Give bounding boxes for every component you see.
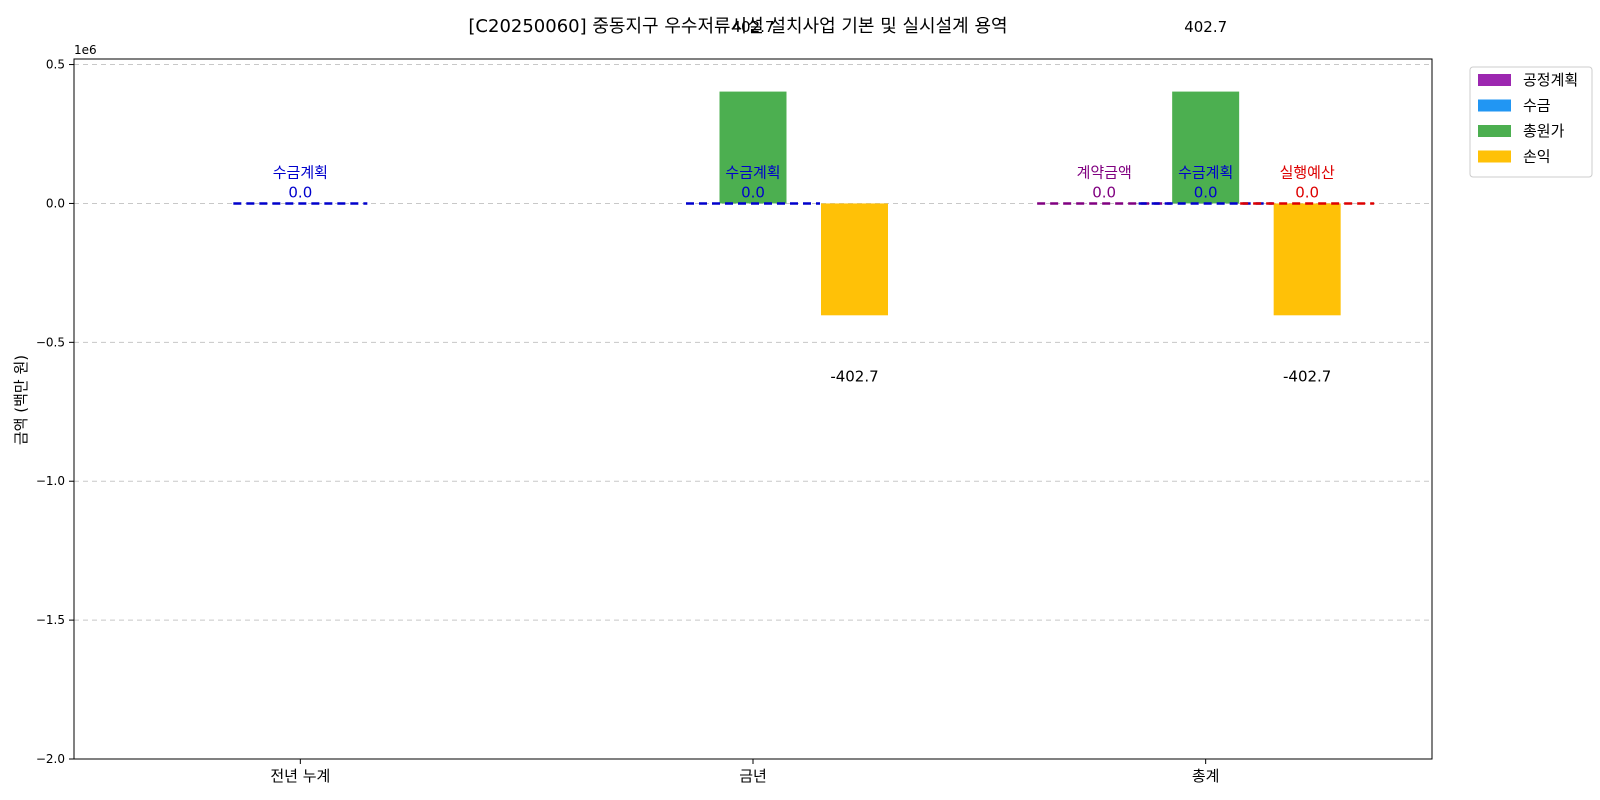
bar (1172, 91, 1240, 204)
plot-frame (73, 58, 1433, 760)
reference-line-value: 0.0 (741, 183, 765, 201)
reference-line-name: 실행예산 (1280, 163, 1335, 181)
x-tick-label: 전년 누계 (270, 767, 330, 785)
bar-value-label: -402.7 (830, 367, 878, 385)
legend-label: 손익 (1523, 148, 1551, 166)
label-layer: 402.7 -402.7 402.7 -402.7 수금계획 0.0 수금계획 0.0 계약금액… (273, 18, 1335, 385)
bar-layer (719, 91, 1341, 316)
legend-frame (1469, 66, 1593, 178)
y-tick-label: 0.0 (46, 196, 65, 210)
y-axis-label: 금액 (백만 원) (12, 355, 30, 445)
y-tick-label: −1.5 (36, 613, 65, 627)
legend-label: 공정계획 (1523, 71, 1578, 89)
chart-title: [C20250060] 중동지구 우수저류시설 설치사업 기본 및 실시설계 용… (468, 16, 1007, 37)
bar (719, 91, 787, 204)
reference-line-value: 0.0 (1295, 183, 1319, 201)
bar (821, 203, 888, 316)
bar (1273, 203, 1341, 316)
reference-line-value: 0.0 (288, 183, 312, 201)
bar-value-label: 402.7 (1184, 18, 1227, 36)
bar-value-label: -402.7 (1283, 367, 1331, 385)
reference-line-name: 수금계획 (1178, 163, 1233, 181)
y-tick-label: −1.0 (36, 474, 65, 488)
reference-line-value: 0.0 (1194, 183, 1218, 201)
y-tick-label: −0.5 (36, 335, 65, 349)
y-tick-label: 0.5 (46, 58, 65, 72)
x-tick-label: 총계 (1192, 767, 1220, 785)
legend-swatch (1478, 99, 1511, 112)
legend-label: 수금 (1523, 97, 1551, 115)
legend-swatch (1478, 150, 1511, 163)
bar-value-label: 402.7 (732, 18, 775, 36)
legend-swatch (1478, 125, 1511, 137)
y-tick-label: −2.0 (36, 752, 65, 766)
reference-line-name: 수금계획 (273, 163, 328, 181)
legend-label: 총원가 (1523, 122, 1565, 140)
legend-swatch (1478, 74, 1511, 86)
reference-line-value: 0.0 (1092, 183, 1116, 201)
reference-line-name: 계약금액 (1077, 163, 1132, 181)
y-offset-label: 1e6 (74, 43, 97, 57)
x-tick-label: 금년 (739, 767, 767, 785)
axis-layer: 0.5 0.0 −0.5 −1.0 −1.5 −2.0 전년 누계 금년 총계 (36, 58, 1433, 785)
reference-line-name: 수금계획 (725, 163, 780, 181)
